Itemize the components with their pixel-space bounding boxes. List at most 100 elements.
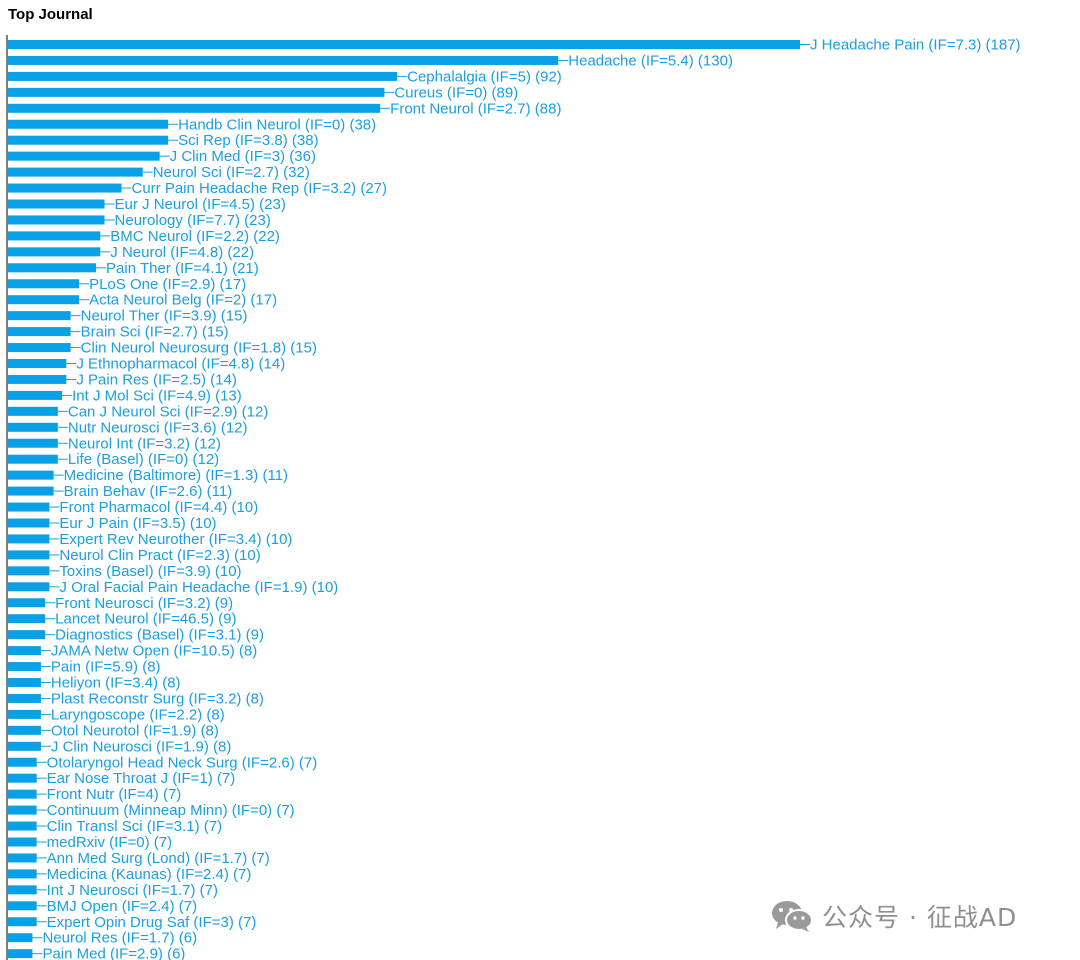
bar-label: Medicina (Kaunas) (IF=2.4) (7) <box>47 866 252 883</box>
bar <box>7 725 41 735</box>
bar-label: Int J Neurosci (IF=1.7) (7) <box>47 882 218 899</box>
bar <box>7 71 398 81</box>
bar <box>7 454 58 464</box>
bar <box>7 518 50 528</box>
bar <box>7 646 41 656</box>
bar-label: Neurol Res (IF=1.7) (6) <box>42 930 197 947</box>
bar <box>7 741 41 751</box>
bar <box>7 167 143 177</box>
bar-label: BMJ Open (IF=2.4) (7) <box>47 898 197 915</box>
bar-label: BMC Neurol (IF=2.2) (22) <box>110 228 280 245</box>
bar <box>7 917 37 927</box>
bar <box>7 582 50 592</box>
bar <box>7 279 80 289</box>
bar <box>7 821 37 831</box>
bar-label: medRxiv (IF=0) (7) <box>47 834 172 851</box>
bar <box>7 438 58 448</box>
bar-label: Cureus (IF=0) (89) <box>394 84 518 101</box>
bar-label: Front Neurosci (IF=3.2) (9) <box>55 595 233 612</box>
bar <box>7 119 169 129</box>
bar-label: Life (Basel) (IF=0) (12) <box>68 451 219 468</box>
bar <box>7 231 101 241</box>
bar <box>7 263 97 273</box>
bar <box>7 550 50 560</box>
bar <box>7 662 41 672</box>
bar-label: Expert Rev Neurother (IF=3.4) (10) <box>59 531 292 548</box>
bar-label: J Pain Res (IF=2.5) (14) <box>76 371 236 388</box>
bar <box>7 502 50 512</box>
bar-label: J Oral Facial Pain Headache (IF=1.9) (10… <box>59 579 338 596</box>
bar-label: Continuum (Minneap Minn) (IF=0) (7) <box>47 802 295 819</box>
bar <box>7 630 46 640</box>
bar-label: Heliyon (IF=3.4) (8) <box>51 675 181 692</box>
bar-label: Pain Ther (IF=4.1) (21) <box>106 260 259 277</box>
bar <box>7 422 58 432</box>
bar <box>7 709 41 719</box>
watermark: 公众号 · 征战AD <box>770 898 1017 934</box>
bar-label: Laryngoscope (IF=2.2) (8) <box>51 706 225 723</box>
bar <box>7 343 71 353</box>
bar <box>7 933 33 943</box>
bar <box>7 406 58 416</box>
bar-label: JAMA Netw Open (IF=10.5) (8) <box>51 643 257 660</box>
bar <box>7 151 160 161</box>
bar-label: Otol Neurotol (IF=1.9) (8) <box>51 722 219 739</box>
bar-label: Ann Med Surg (Lond) (IF=1.7) (7) <box>47 850 270 867</box>
bar-label: Brain Sci (IF=2.7) (15) <box>81 324 229 341</box>
bar-label: Neurol Ther (IF=3.9) (15) <box>81 308 248 325</box>
bar-label: Clin Transl Sci (IF=3.1) (7) <box>47 818 222 835</box>
bar-label: J Headache Pain (IF=7.3) (187) <box>810 37 1021 54</box>
bar-label: J Neurol (IF=4.8) (22) <box>110 244 254 261</box>
bar-label: Medicine (Baltimore) (IF=1.3) (11) <box>64 467 288 484</box>
bar <box>7 486 54 496</box>
bar <box>7 327 71 337</box>
bar-label: Front Nutr (IF=4) (7) <box>47 786 182 803</box>
bar <box>7 311 71 321</box>
bar <box>7 183 122 193</box>
bar-label: Expert Opin Drug Saf (IF=3) (7) <box>47 914 257 931</box>
bar-label: Ear Nose Throat J (IF=1) (7) <box>47 770 236 787</box>
bar <box>7 598 46 608</box>
bar <box>7 789 37 799</box>
bar-label: Neurol Clin Pract (IF=2.3) (10) <box>59 547 260 564</box>
bar-label: Headache (IF=5.4) (130) <box>568 52 733 69</box>
bar-label: Otolaryngol Head Neck Surg (IF=2.6) (7) <box>47 754 318 771</box>
bar-label: Neurol Sci (IF=2.7) (32) <box>153 164 310 181</box>
bar <box>7 359 67 368</box>
bar <box>7 295 80 305</box>
bar-label: Sci Rep (IF=3.8) (38) <box>178 132 318 149</box>
bar-label: Diagnostics (Basel) (IF=3.1) (9) <box>55 627 264 644</box>
bar-label: Nutr Neurosci (IF=3.6) (12) <box>68 419 248 436</box>
bar <box>7 773 37 783</box>
bar-label: J Clin Neurosci (IF=1.9) (8) <box>51 738 231 755</box>
bar-label: PLoS One (IF=2.9) (17) <box>89 276 246 293</box>
bar <box>7 901 37 911</box>
bar-label: Clin Neurol Neurosurg (IF=1.8) (15) <box>81 340 317 357</box>
bar <box>7 805 37 815</box>
bar-label: Int J Mol Sci (IF=4.9) (13) <box>72 387 242 404</box>
bar-label: Neurol Int (IF=3.2) (12) <box>68 435 221 452</box>
bar <box>7 534 50 544</box>
bar <box>7 614 46 624</box>
bar-label: Pain (IF=5.9) (8) <box>51 659 161 676</box>
watermark-text: 公众号 · 征战AD <box>822 903 1018 932</box>
bar-label: J Clin Med (IF=3) (36) <box>170 148 316 165</box>
bar <box>7 55 559 65</box>
bar <box>7 87 385 97</box>
bar-label: Handb Clin Neurol (IF=0) (38) <box>178 116 376 133</box>
bar-label: Neurology (IF=7.7) (23) <box>115 212 271 229</box>
bar <box>7 470 54 480</box>
bar <box>7 949 33 959</box>
bar-label: Pain Med (IF=2.9) (6) <box>42 946 185 960</box>
bar-label: Curr Pain Headache Rep (IF=3.2) (27) <box>131 180 387 197</box>
chart-title: Top Journal <box>8 6 93 23</box>
bar-label: Brain Behav (IF=2.6) (11) <box>64 483 233 500</box>
bar <box>7 869 37 879</box>
bar <box>7 885 37 895</box>
bar-label: Eur J Neurol (IF=4.5) (23) <box>115 196 286 213</box>
bar-label: Eur J Pain (IF=3.5) (10) <box>59 515 216 532</box>
bar <box>7 103 381 113</box>
bar-label: Can J Neurol Sci (IF=2.9) (12) <box>68 403 269 420</box>
bar <box>7 853 37 863</box>
bar-label: J Ethnopharmacol (IF=4.8) (14) <box>76 356 285 373</box>
